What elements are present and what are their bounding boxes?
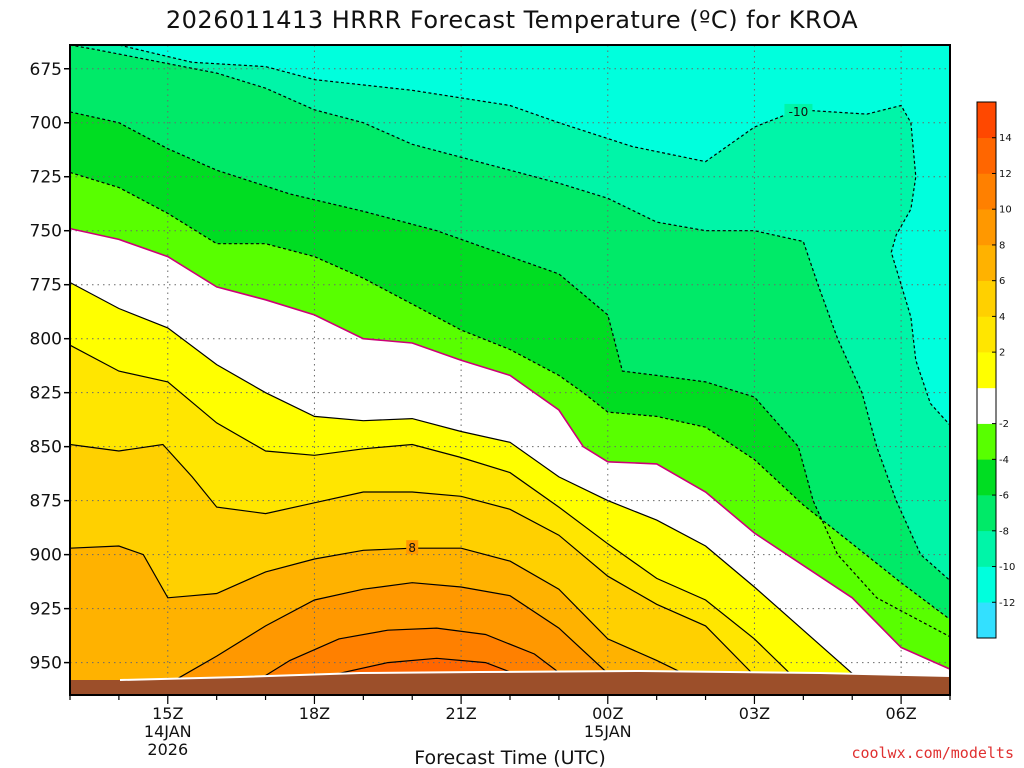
y-tick-label: 775 xyxy=(30,276,62,296)
contour-label-bg xyxy=(406,540,419,555)
colorbar-swatch xyxy=(977,387,996,424)
colorbar-swatch xyxy=(977,459,996,496)
y-tick-label: 875 xyxy=(30,492,62,512)
grid-lines xyxy=(70,45,950,695)
ground-edge xyxy=(119,669,950,681)
isotherm--8 xyxy=(70,45,950,581)
isotherm-4 xyxy=(70,443,770,695)
credit-text: coolwx.com/modelts xyxy=(851,744,1014,762)
colorbar-swatch xyxy=(977,316,996,353)
chart-title: 2026011413 HRRR Forecast Temperature (ºC… xyxy=(166,6,858,34)
x-tick-label: 18Z xyxy=(299,704,330,723)
plot-area: -10 8 xyxy=(70,45,950,695)
x-axis-label: Forecast Time (UTC) xyxy=(414,747,605,768)
colorbar-swatch xyxy=(977,423,996,460)
isotherm-lines xyxy=(70,45,950,695)
x-tick-year: 2026 xyxy=(147,740,188,759)
y-tick-label: 925 xyxy=(30,600,62,620)
isotherm--2 xyxy=(70,227,950,670)
colorbar-label: 2 xyxy=(999,348,1005,359)
isotherm-8 xyxy=(167,582,619,695)
colorbar-label: -10 xyxy=(999,562,1015,573)
isotherm-2 xyxy=(70,344,814,695)
colorbar-swatch xyxy=(977,209,996,246)
colorbar-label: 10 xyxy=(999,205,1012,216)
colorbar-swatch xyxy=(977,137,996,174)
colorbar-swatch xyxy=(977,602,996,639)
y-tick-label: 725 xyxy=(30,168,62,188)
y-tick-label: 750 xyxy=(30,222,62,242)
colorbar-swatch xyxy=(977,280,996,317)
colorbar-swatch xyxy=(977,102,996,139)
y-tick-label: 900 xyxy=(30,546,62,566)
colorbar-swatch xyxy=(977,173,996,210)
x-tick-date: 14JAN xyxy=(144,722,192,741)
contour-label: 8 xyxy=(408,541,416,555)
y-tick-label: 850 xyxy=(30,438,62,458)
isotherm-0 xyxy=(70,281,873,695)
x-tick-label: 15Z xyxy=(152,704,183,723)
colorbar-label: 12 xyxy=(999,169,1012,180)
ground-fill xyxy=(70,671,950,695)
isotherm--6 xyxy=(70,111,950,638)
x-tick-date: 15JAN xyxy=(584,722,632,741)
colorbar-label: -4 xyxy=(999,455,1009,466)
y-tick-label: 825 xyxy=(30,384,62,404)
isotherm--4 xyxy=(70,171,950,620)
colorbar-label: -12 xyxy=(999,598,1015,609)
y-axis: 675 700 725 750 775 800 825 850 875 900 925 950 xyxy=(30,60,70,674)
y-tick-label: 800 xyxy=(30,330,62,350)
colorbar-swatch xyxy=(977,566,996,603)
colorbar-label: 4 xyxy=(999,312,1005,323)
colorbar-label: -8 xyxy=(999,526,1009,537)
x-tick-label: 03Z xyxy=(739,704,770,723)
colorbar-label: 14 xyxy=(999,133,1012,144)
contour-label-bg xyxy=(784,103,813,118)
colorbar-frame xyxy=(976,101,997,639)
colorbar-swatch xyxy=(977,530,996,567)
x-tick-label: 21Z xyxy=(445,704,476,723)
contour-labels: -10 8 xyxy=(406,103,813,555)
temperature-fills xyxy=(70,45,950,695)
colorbar: -12 -10 -8 -6 -4 -2 2 4 6 8 10 12 14 xyxy=(976,101,1015,639)
colorbar-label: 6 xyxy=(999,276,1005,287)
isotherm-6 xyxy=(70,545,716,695)
colorbar-label: -6 xyxy=(999,491,1009,502)
y-tick-label: 675 xyxy=(30,60,62,80)
ground-terrain xyxy=(70,669,950,695)
colorbar-swatch xyxy=(977,495,996,532)
y-tick-label: 700 xyxy=(30,114,62,134)
colorbar-swatch xyxy=(977,352,996,389)
x-tick-label: 00Z xyxy=(592,704,623,723)
colorbar-swatch xyxy=(977,244,996,281)
x-tick-label: 06Z xyxy=(885,704,916,723)
y-tick-label: 950 xyxy=(30,654,62,674)
contour-label: -10 xyxy=(789,105,809,119)
colorbar-label: -2 xyxy=(999,419,1009,430)
colorbar-label: 8 xyxy=(999,240,1005,251)
